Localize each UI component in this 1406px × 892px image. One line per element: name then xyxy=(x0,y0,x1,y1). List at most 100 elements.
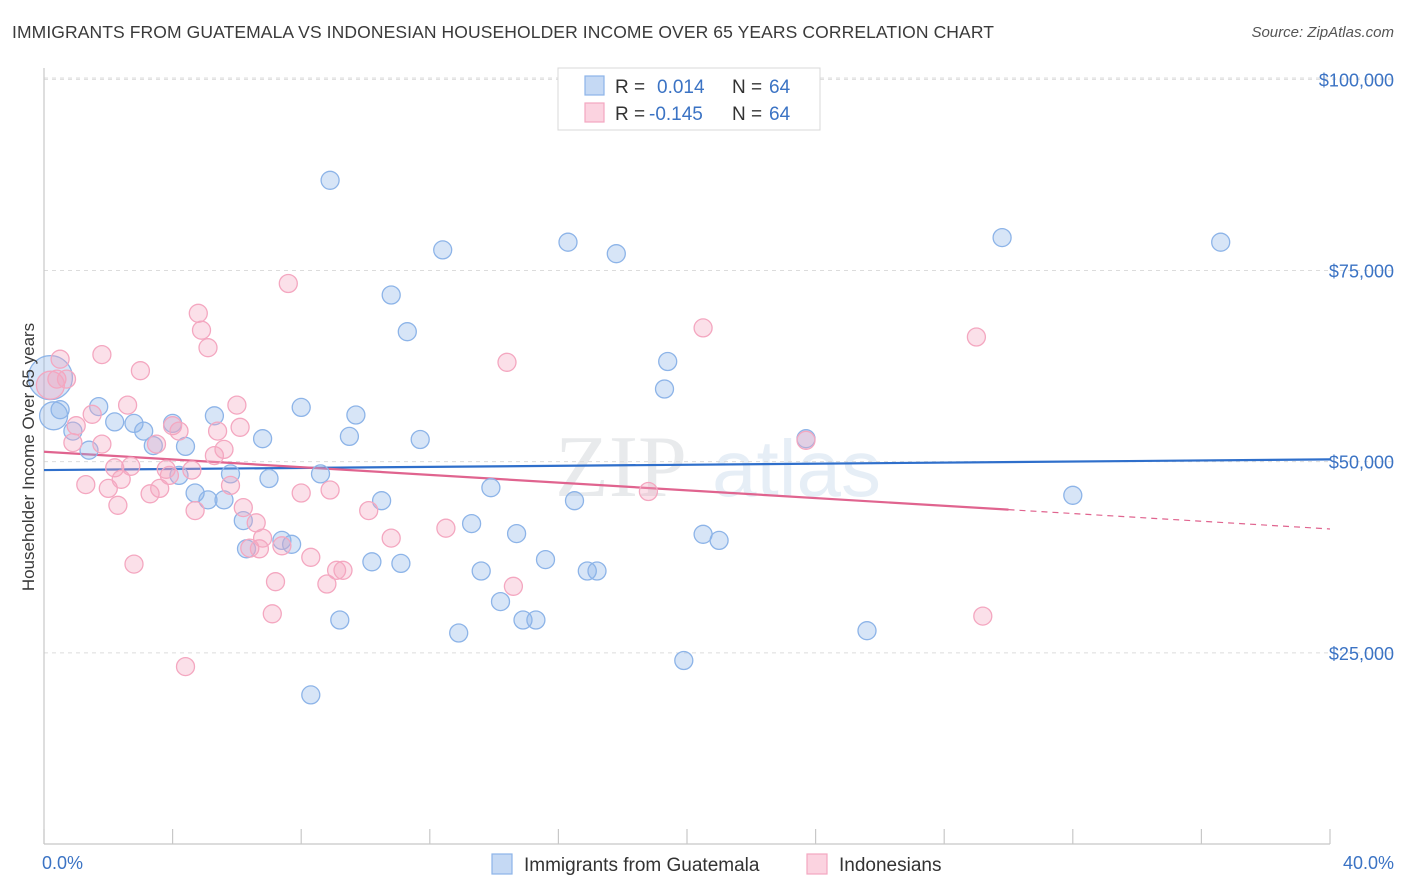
guatemala-point xyxy=(124,413,144,434)
guatemala-point xyxy=(346,405,366,425)
legend-r-value: -0.145 xyxy=(649,104,703,125)
x-tick-label-max: 40.0% xyxy=(1343,853,1394,873)
indonesians-point xyxy=(503,576,524,596)
series-legend-swatch-guatemala xyxy=(491,853,513,875)
guatemala-point xyxy=(558,232,578,252)
guatemala-point xyxy=(526,610,546,630)
indonesians-point xyxy=(317,574,337,594)
series-legend-label-guatemala: Immigrants from Guatemala xyxy=(524,855,760,876)
indonesians-trend-line xyxy=(43,450,1009,511)
guatemala-point xyxy=(371,491,392,511)
guatemala-point xyxy=(220,464,241,484)
guatemala-point xyxy=(587,561,607,581)
guatemala-point xyxy=(1211,232,1231,252)
indonesians-point xyxy=(227,395,247,415)
indonesians-point xyxy=(966,327,987,347)
indonesians-point xyxy=(497,352,517,372)
indonesians-point xyxy=(182,460,202,480)
legend-r-label: R = xyxy=(615,77,645,98)
indonesians-point xyxy=(124,554,144,574)
guatemala-point xyxy=(577,561,597,581)
indonesians-point xyxy=(146,434,167,454)
indonesians-point xyxy=(117,395,138,415)
guatemala-point xyxy=(564,491,585,511)
indonesians-point xyxy=(233,497,253,518)
indonesians-point xyxy=(191,320,212,340)
indonesians-point xyxy=(92,434,112,454)
y-axis-title: Householder Income Over 65 years xyxy=(19,323,38,591)
trend-lines xyxy=(43,450,1331,530)
guatemala-point xyxy=(654,379,675,399)
guatemala-point xyxy=(281,534,302,554)
guatemala-point xyxy=(50,400,70,420)
guatemala-point xyxy=(339,426,360,447)
indonesians-point xyxy=(326,560,347,580)
indonesians-point xyxy=(50,349,70,369)
y-tick-label: $25,000 xyxy=(1329,644,1394,664)
watermark-zip: ZIP xyxy=(555,419,687,516)
indonesians-point xyxy=(159,465,180,486)
indonesians-point xyxy=(140,484,160,504)
indonesians-point xyxy=(973,606,993,626)
data-points xyxy=(27,170,1231,705)
correlation-legend: R = 0.014 N = 64 R = -0.145 N = 64 xyxy=(557,67,821,131)
indonesians-point xyxy=(252,528,273,548)
indonesians-point xyxy=(198,338,218,358)
indonesians-point xyxy=(249,539,270,559)
guatemala-point xyxy=(204,406,225,426)
indonesians-point xyxy=(214,439,234,460)
guatemala-point xyxy=(658,351,678,372)
legend-n-value: 64 xyxy=(769,77,791,98)
y-tick-label: $50,000 xyxy=(1329,453,1394,473)
guatemala-point xyxy=(63,421,83,441)
guatemala-point xyxy=(391,553,411,574)
guatemala-point xyxy=(89,396,109,417)
legend-r-value: 0.014 xyxy=(657,77,705,98)
guatemala-point xyxy=(857,621,877,641)
guatemala-point xyxy=(449,623,469,643)
chart-title: IMMIGRANTS FROM GUATEMALA VS INDONESIAN … xyxy=(12,22,995,42)
legend-n-label: N = xyxy=(732,104,762,125)
indonesians-point xyxy=(121,456,141,476)
gridlines xyxy=(44,77,1394,654)
indonesians-point xyxy=(185,500,205,521)
indonesians-point xyxy=(169,421,189,441)
indonesians-point xyxy=(278,273,298,294)
guatemala-point xyxy=(433,240,453,260)
indonesians-point xyxy=(92,344,112,365)
guatemala-point xyxy=(1063,485,1083,505)
guatemala-point xyxy=(320,170,340,190)
legend-swatch-guatemala xyxy=(584,75,605,96)
indonesians-point xyxy=(272,536,292,556)
indonesians-point xyxy=(175,656,196,677)
indonesians-point xyxy=(188,303,208,323)
guatemala-point xyxy=(535,549,556,570)
indonesians-point xyxy=(359,500,379,521)
legend-swatch-indonesians xyxy=(584,102,605,123)
legend-n-label: N = xyxy=(732,77,762,98)
guatemala-point xyxy=(252,429,273,449)
indonesians-point xyxy=(301,547,321,567)
indonesians-point xyxy=(204,445,225,466)
guatemala-point xyxy=(693,524,713,544)
legend-r-label: R = xyxy=(615,104,645,125)
series-legend-swatch-indonesians xyxy=(806,853,828,875)
indonesians-point xyxy=(220,475,241,496)
guatemala-point xyxy=(709,530,729,551)
indonesians-point xyxy=(230,417,250,437)
indonesians-point xyxy=(56,369,77,389)
indonesians-point xyxy=(108,495,128,515)
guatemala-point xyxy=(143,435,163,456)
x-tick-label-min: 0.0% xyxy=(42,853,83,873)
guatemala-point xyxy=(134,421,154,441)
guatemala-point xyxy=(330,610,350,630)
indonesians-point xyxy=(638,481,659,502)
indonesians-point xyxy=(76,474,96,495)
indonesians-point xyxy=(111,469,131,489)
indonesians-point xyxy=(82,404,102,424)
guatemala-point xyxy=(301,685,321,705)
indonesians-point xyxy=(63,432,83,453)
indonesians-point xyxy=(333,560,353,580)
axes xyxy=(43,68,1331,845)
